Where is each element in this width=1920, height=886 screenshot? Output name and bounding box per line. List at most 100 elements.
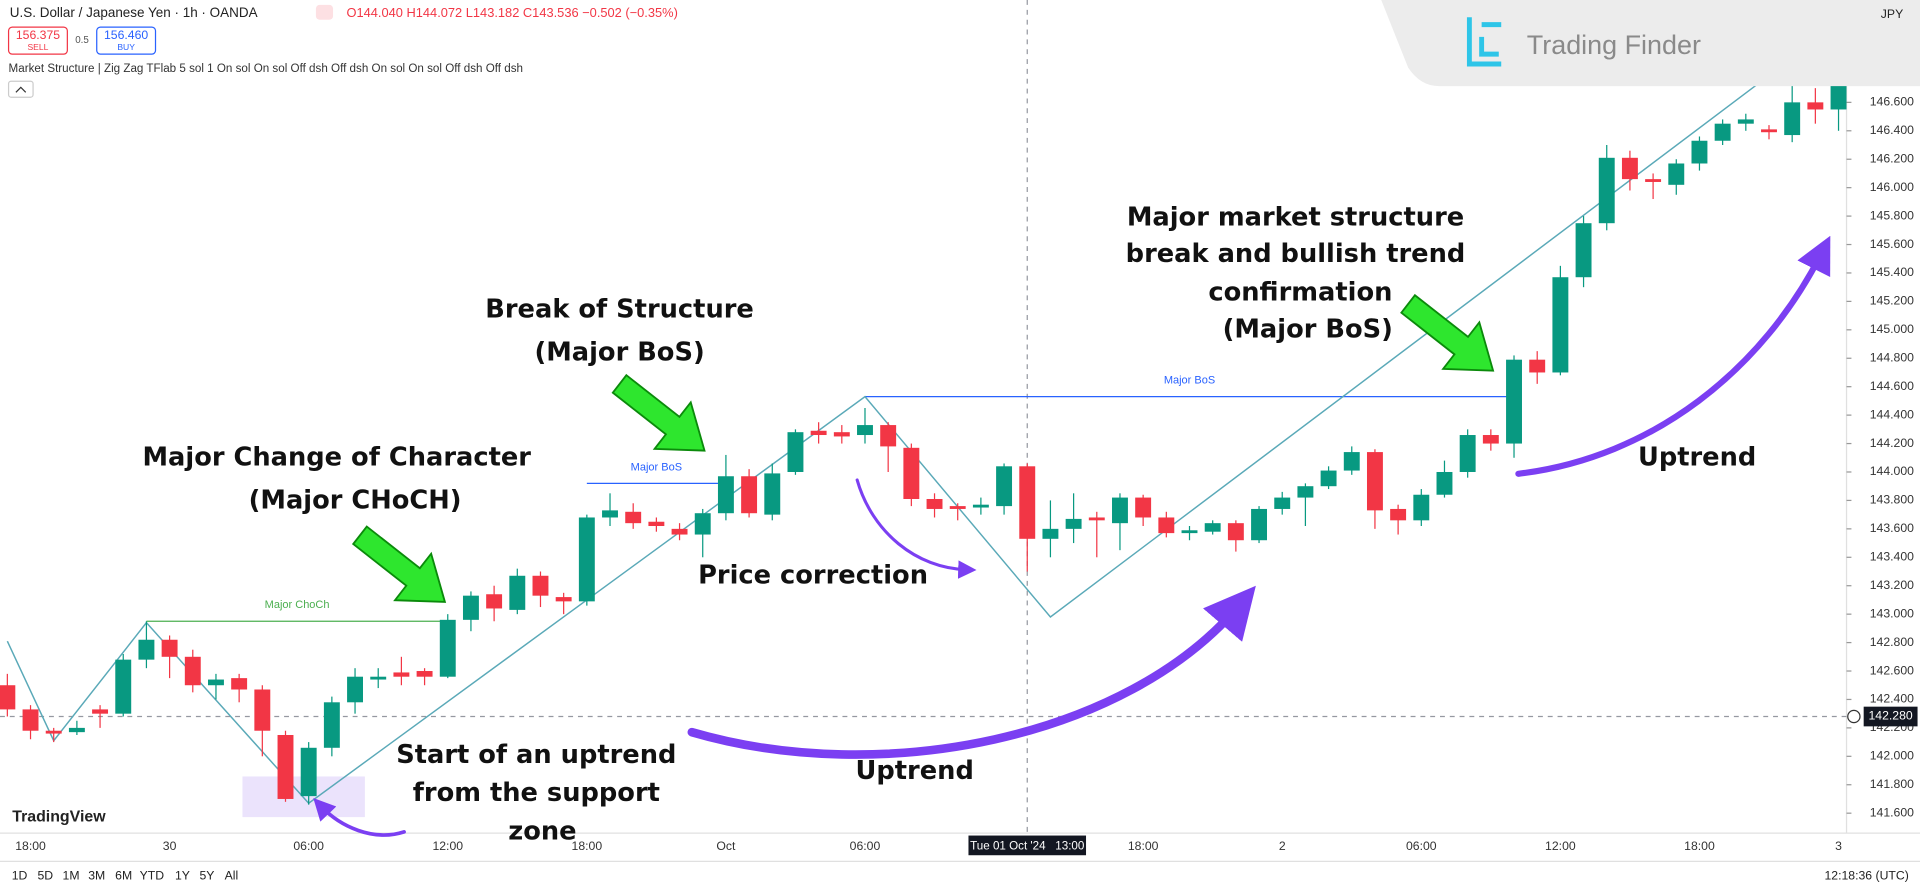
candle-body — [1227, 523, 1244, 541]
candle-body — [462, 595, 479, 620]
structure-label: Major BoS — [631, 461, 682, 473]
y-tick-label: 143.800 — [1870, 493, 1914, 507]
range-button[interactable]: 3M — [88, 868, 105, 882]
y-tick-label: 144.000 — [1870, 464, 1914, 478]
x-tick-label: 18:00 — [572, 839, 603, 853]
badge — [315, 4, 334, 20]
candle-body — [1042, 528, 1059, 539]
annotation: Break of Structure — [485, 295, 754, 325]
candle-body — [138, 639, 155, 660]
x-tick-label: 30 — [163, 839, 177, 853]
candle-body — [1691, 140, 1708, 164]
buy-button[interactable] — [96, 26, 157, 55]
range-button[interactable]: 1M — [63, 868, 80, 882]
y-tick-label: 141.800 — [1870, 777, 1914, 791]
candle-body — [22, 709, 39, 731]
candle-body — [92, 709, 109, 714]
y-tick-label: 145.800 — [1870, 208, 1914, 222]
y-tick-label: 146.000 — [1870, 180, 1914, 194]
candle-body — [1621, 157, 1638, 180]
candle-body — [416, 671, 433, 677]
platform-logo: TradingView — [12, 808, 106, 825]
range-button[interactable]: 5D — [37, 868, 53, 882]
y-tick-label: 142.800 — [1870, 635, 1914, 649]
candle-body — [1784, 102, 1801, 136]
candle-body — [1807, 102, 1824, 110]
candle-body — [671, 528, 688, 535]
y-tick-label: 145.200 — [1870, 294, 1914, 308]
candle-body — [323, 702, 340, 748]
candle-body — [1714, 123, 1731, 141]
candle-body — [996, 466, 1013, 507]
range-button[interactable]: All — [225, 868, 239, 882]
candle-body — [1251, 508, 1268, 541]
y-tick-label: 145.400 — [1870, 265, 1914, 279]
candle-body — [972, 504, 989, 508]
buy-label: BUY — [117, 42, 135, 52]
x-tick-label: 06:00 — [293, 839, 324, 853]
currency: JPY — [1881, 7, 1903, 21]
structure-label: Major ChoCh — [265, 599, 330, 611]
candle-body — [277, 734, 294, 799]
spread: 0.5 — [75, 35, 89, 46]
candle-body — [555, 597, 572, 602]
y-tick-label: 144.800 — [1870, 350, 1914, 364]
ohlc: O144.040 H144.072 L143.182 C143.536 −0.5… — [347, 5, 678, 20]
x-tick-label: 2 — [1279, 839, 1286, 853]
x-tick-label: 06:00 — [1406, 839, 1437, 853]
candle-body — [1366, 452, 1383, 511]
annotation: (Major BoS) — [534, 338, 704, 368]
y-tick-label: 142.000 — [1870, 749, 1914, 763]
grid: 141.600141.800142.000142.200142.400142.6… — [0, 0, 1920, 856]
candle-body — [1320, 470, 1337, 487]
y-tick-label: 144.400 — [1870, 407, 1914, 421]
annotation-arrow — [351, 293, 1495, 603]
annotation: Major market structure — [1127, 202, 1464, 232]
candle-body — [1158, 517, 1175, 534]
candle-body — [45, 730, 62, 734]
candle-body — [184, 656, 201, 686]
candle-body — [880, 425, 897, 447]
candle-body — [1575, 223, 1592, 278]
candle-body — [741, 476, 758, 514]
candle-body — [347, 676, 363, 703]
range-button[interactable]: 6M — [115, 868, 132, 882]
range-button[interactable]: YTD — [140, 868, 165, 882]
crosshair-plus[interactable] — [1847, 709, 1861, 724]
clock: 12:18:36 (UTC) — [1824, 868, 1908, 882]
y-tick-label: 146.600 — [1870, 95, 1914, 109]
symbol: U.S. Dollar / Japanese Yen · 1h · OANDA — [10, 5, 258, 20]
candle-body — [625, 511, 642, 524]
annotations: Break of Structure (Major BoS) Major Cha… — [142, 202, 1756, 846]
candle-body — [115, 659, 132, 714]
candle-body — [1506, 359, 1522, 444]
toolbar: 1D 5D 1M 3M 6M YTD 1Y 5Y All — [12, 868, 238, 882]
crosshair-time-tag — [968, 835, 1087, 856]
range-button[interactable]: 5Y — [199, 868, 214, 882]
sell-button[interactable] — [7, 26, 68, 55]
range-button[interactable]: 1Y — [175, 868, 190, 882]
candle-body — [1181, 530, 1198, 534]
range-button[interactable]: 1D — [12, 868, 28, 882]
candle-body — [532, 575, 549, 596]
collapse-button[interactable] — [7, 80, 34, 98]
candle-body — [949, 506, 966, 509]
logo-text: Trading Finder — [1527, 30, 1701, 60]
y-tick-label: 141.600 — [1870, 805, 1914, 819]
candle-body — [1552, 277, 1569, 373]
candle-body — [1413, 494, 1430, 521]
candle-body — [254, 689, 271, 731]
y-tick-label: 146.200 — [1870, 151, 1914, 165]
annotation: (Major BoS) — [1223, 314, 1393, 344]
annotation: confirmation — [1208, 277, 1392, 307]
candle-body — [1343, 452, 1360, 471]
y-tick-label: 143.200 — [1870, 578, 1914, 592]
candle-body — [439, 619, 456, 677]
annotation: Uptrend — [856, 756, 974, 786]
sell-label: SELL — [27, 42, 48, 52]
candle-body — [208, 679, 224, 686]
y-tick-label: 143.600 — [1870, 521, 1914, 535]
candle-body — [1390, 508, 1407, 521]
candle-body — [1737, 119, 1754, 124]
